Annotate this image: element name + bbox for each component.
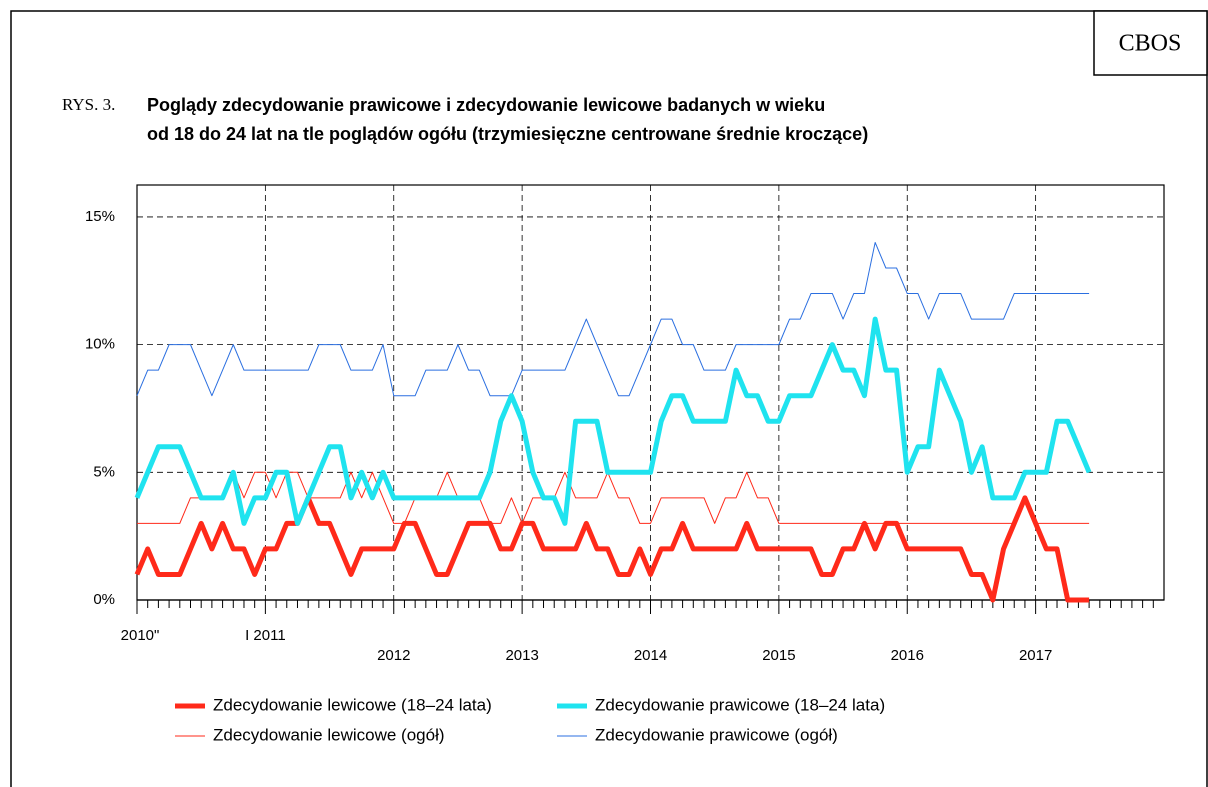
page-frame — [10, 10, 1208, 787]
legend-label: Zdecydowanie prawicowe (18–24 lata) — [595, 695, 885, 714]
figure-label: RYS. 3. — [62, 95, 115, 114]
y-tick-label: 5% — [93, 463, 115, 480]
x-tick-label: 2012 — [377, 647, 410, 664]
legend-label: Zdecydowanie lewicowe (ogół) — [213, 725, 445, 744]
series-line — [136, 241, 1090, 397]
source: CBOS — [1119, 31, 1182, 57]
y-tick-label: 0% — [93, 591, 115, 608]
x-tick-label: 2015 — [762, 647, 795, 664]
legend-label: Zdecydowanie prawicowe (ogół) — [595, 725, 838, 744]
x-tick-label: 2017 — [1019, 647, 1052, 664]
chart-title: Poglądy zdecydowanie prawicowe i zdecydo… — [147, 95, 825, 115]
x-tick-label: I 2011 — [245, 627, 286, 644]
series-line — [134, 316, 1092, 526]
x-tick-label: 2010" — [121, 627, 160, 644]
source-box — [1093, 10, 1208, 76]
x-tick-label: 2016 — [891, 647, 924, 664]
x-tick-label: 2014 — [634, 647, 667, 664]
series-line — [137, 471, 1090, 524]
chart-title: od 18 do 24 lat na tle poglądów ogółu (t… — [147, 124, 868, 144]
legend-label: Zdecydowanie lewicowe (18–24 lata) — [213, 695, 492, 714]
y-tick-label: 15% — [85, 208, 115, 225]
y-tick-label: 10% — [85, 336, 115, 353]
series-line — [134, 495, 1090, 603]
x-tick-label: 2013 — [505, 647, 538, 664]
